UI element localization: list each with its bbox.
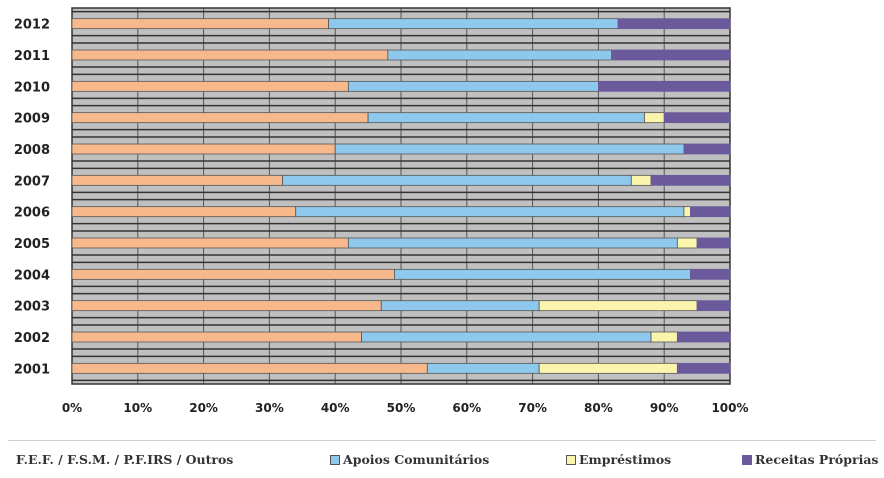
x-tick-label: 10% bbox=[123, 401, 152, 415]
x-tick-label: 0% bbox=[62, 401, 82, 415]
y-tick-label: 2010 bbox=[14, 80, 50, 95]
bar-segment-2004-s1 bbox=[394, 268, 691, 280]
bar-segment-2002-s1 bbox=[361, 331, 652, 343]
bar-segment-2001-s2 bbox=[538, 362, 678, 374]
legend-swatch-apoios bbox=[330, 454, 340, 465]
legend-item-receitas: Receitas Próprias bbox=[742, 452, 878, 467]
bar-segment-2005-s0 bbox=[71, 237, 349, 249]
y-tick-label: 2007 bbox=[14, 174, 50, 189]
bar-segment-2012-s1 bbox=[328, 18, 619, 30]
y-tick-label: 2012 bbox=[14, 18, 50, 33]
x-tick-label: 20% bbox=[189, 401, 218, 415]
bar-segment-2008-s3 bbox=[683, 143, 731, 155]
bar-segment-2006-s2 bbox=[683, 206, 691, 218]
bar-segment-2007-s0 bbox=[71, 174, 283, 186]
bar-segment-2005-s3 bbox=[696, 237, 731, 249]
legend-label-fef: F.E.F. / F.S.M. / P.F.IRS / Outros bbox=[16, 452, 234, 467]
plot-border bbox=[71, 7, 731, 385]
y-tick-label: 2002 bbox=[14, 331, 50, 346]
bar-segment-2003-s0 bbox=[71, 300, 382, 312]
bar-segment-2002-s2 bbox=[650, 331, 678, 343]
legend-item-fef: F.E.F. / F.S.M. / P.F.IRS / Outros bbox=[16, 452, 233, 467]
y-axis-labels: 2012 2011 2010 2009 2008 2007 2006 2005 2004 2003… bbox=[14, 18, 50, 378]
x-tick-label: 60% bbox=[452, 401, 481, 415]
bar-segment-2002-s3 bbox=[676, 331, 731, 343]
legend-divider bbox=[8, 440, 876, 441]
legend-item-apoios: Apoios Comunitários bbox=[330, 452, 489, 467]
x-tick-label: 70% bbox=[518, 401, 547, 415]
y-tick-label: 2004 bbox=[14, 268, 50, 283]
x-tick-label: 100% bbox=[711, 401, 748, 415]
bar-segment-2006-s0 bbox=[71, 206, 297, 218]
bar-segment-2006-s1 bbox=[295, 206, 685, 218]
x-axis-labels: 0% 10% 20% 30% 40% 50% 60% 70% 80% 90% 100% bbox=[62, 401, 749, 415]
legend: F.E.F. / F.S.M. / P.F.IRS / Outros Apoio… bbox=[0, 440, 884, 478]
legend-item-emprestimos: Empréstimos bbox=[566, 452, 671, 467]
legend-label-emprestimos: Empréstimos bbox=[579, 452, 672, 467]
legend-label-receitas: Receitas Próprias bbox=[755, 452, 879, 467]
bar-segment-2003-s3 bbox=[696, 300, 731, 312]
y-tick-label: 2001 bbox=[14, 362, 50, 377]
y-tick-label: 2006 bbox=[14, 206, 50, 221]
bar-segment-2010-s0 bbox=[71, 80, 349, 92]
bar-segment-2008-s1 bbox=[334, 143, 685, 155]
bar-segment-2001-s0 bbox=[71, 362, 428, 374]
x-tick-label: 50% bbox=[387, 401, 416, 415]
y-tick-label: 2009 bbox=[14, 112, 50, 127]
bar-segment-2011-s1 bbox=[387, 49, 612, 61]
x-tick-label: 40% bbox=[321, 401, 350, 415]
bar-segment-2006-s3 bbox=[690, 206, 731, 218]
bar-segment-2003-s1 bbox=[380, 300, 540, 312]
bar-segment-2012-s0 bbox=[71, 18, 330, 30]
legend-swatch-receitas bbox=[742, 454, 752, 465]
bar-segment-2003-s2 bbox=[538, 300, 698, 312]
legend-swatch-emprestimos bbox=[566, 454, 576, 465]
bar-segment-2009-s0 bbox=[71, 112, 369, 124]
bar-segment-2010-s3 bbox=[598, 80, 731, 92]
y-tick-label: 2008 bbox=[14, 143, 50, 158]
y-tick-label: 2005 bbox=[14, 237, 50, 252]
bar-segment-2009-s2 bbox=[644, 112, 665, 124]
x-tick-label: 80% bbox=[584, 401, 613, 415]
bar-segment-2007-s3 bbox=[650, 174, 731, 186]
x-tick-label: 30% bbox=[255, 401, 284, 415]
stacked-bar-chart: 2012 2011 2010 2009 2008 2007 2006 2005 2004 2003… bbox=[14, 7, 749, 415]
bar-segment-2004-s3 bbox=[690, 268, 731, 280]
legend-label-apoios: Apoios Comunitários bbox=[343, 452, 490, 467]
bar-segment-2007-s2 bbox=[630, 174, 652, 186]
bar-segment-2001-s1 bbox=[426, 362, 540, 374]
y-tick-label: 2003 bbox=[14, 300, 50, 315]
bar-segment-2005-s1 bbox=[347, 237, 678, 249]
bar-segment-2007-s1 bbox=[282, 174, 632, 186]
bar-segment-2009-s1 bbox=[367, 112, 645, 124]
bar-segment-2009-s3 bbox=[663, 112, 731, 124]
bar-segment-2011-s3 bbox=[611, 49, 731, 61]
bar-segment-2002-s0 bbox=[71, 331, 362, 343]
x-tick-label: 90% bbox=[650, 401, 679, 415]
grid-lines bbox=[71, 7, 731, 385]
bars bbox=[71, 18, 731, 374]
bar-segment-2004-s0 bbox=[71, 268, 395, 280]
y-tick-label: 2011 bbox=[14, 49, 50, 64]
bar-segment-2005-s2 bbox=[676, 237, 698, 249]
bar-segment-2012-s3 bbox=[617, 18, 731, 30]
bar-segment-2010-s1 bbox=[347, 80, 599, 92]
bar-segment-2008-s0 bbox=[71, 143, 336, 155]
bar-segment-2011-s0 bbox=[71, 49, 389, 61]
bar-segment-2001-s3 bbox=[676, 362, 731, 374]
